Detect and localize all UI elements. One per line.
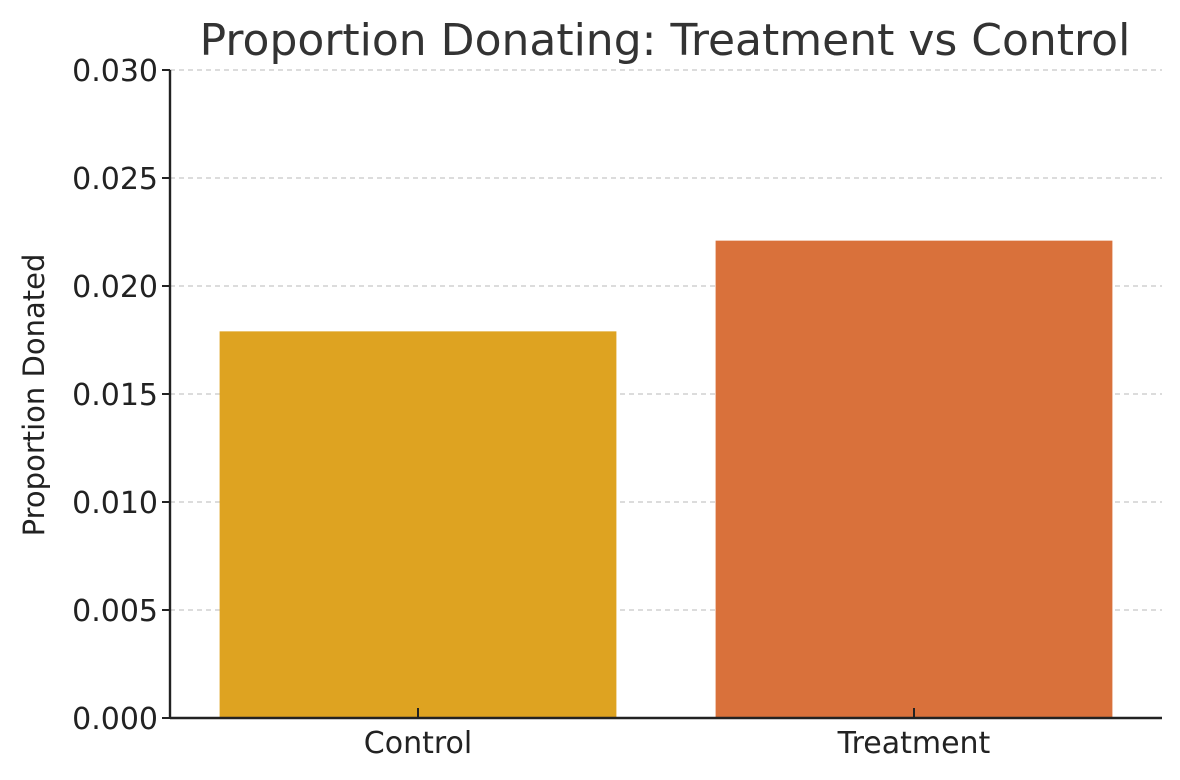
y-tick-label: 0.000 xyxy=(72,702,158,737)
bar-control xyxy=(219,331,617,718)
y-ticks: 0.000 0.005 0.010 0.015 0.020 0.025 0.030 xyxy=(72,54,170,737)
bar-treatment xyxy=(715,240,1113,718)
y-tick-label: 0.005 xyxy=(72,594,158,629)
y-axis-label: Proportion Donated xyxy=(17,254,51,537)
chart-title: Proportion Donating: Treatment vs Contro… xyxy=(200,15,1131,66)
x-ticks: Control Treatment xyxy=(364,708,991,761)
bars xyxy=(219,240,1113,718)
y-tick-label: 0.030 xyxy=(72,54,158,89)
y-tick-label: 0.015 xyxy=(72,378,158,413)
y-tick-label: 0.025 xyxy=(72,162,158,197)
y-tick-label: 0.020 xyxy=(72,270,158,305)
x-tick-label: Control xyxy=(364,726,472,761)
y-tick-label: 0.010 xyxy=(72,486,158,521)
x-tick-label: Treatment xyxy=(837,726,991,761)
